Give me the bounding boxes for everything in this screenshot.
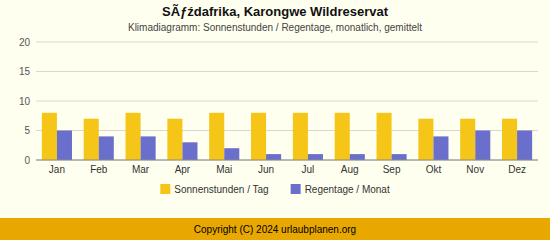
bar: [350, 154, 365, 160]
legend-swatch: [291, 184, 301, 194]
y-tick-label: 5: [24, 125, 30, 136]
chart: SÃƒźdafrika, Karongwe Wildreservat Klimad…: [0, 0, 550, 240]
bar: [335, 113, 350, 160]
grid-line: [36, 42, 538, 43]
bar: [502, 119, 517, 160]
bar: [460, 119, 475, 160]
x-tick-label: Jul: [302, 164, 315, 175]
bar: [377, 113, 392, 160]
x-tick-label: Nov: [466, 164, 484, 175]
x-tick-label: Okt: [426, 164, 442, 175]
legend-label: Regentage / Monat: [305, 184, 390, 195]
bar: [182, 142, 197, 160]
bar: [392, 154, 407, 160]
bar: [99, 136, 114, 160]
bar: [308, 154, 323, 160]
bar: [475, 131, 490, 161]
bar: [141, 136, 156, 160]
bar: [42, 113, 57, 160]
footer-text: Copyright (C) 2024 urlaubplanen.org: [194, 224, 356, 235]
x-tick-label: Feb: [90, 164, 108, 175]
x-tick-label: Aug: [341, 164, 359, 175]
x-tick-label: Mar: [132, 164, 150, 175]
bar: [84, 119, 99, 160]
background: [0, 0, 550, 240]
x-tick-label: Mai: [216, 164, 232, 175]
bar: [293, 113, 308, 160]
grid-line: [36, 101, 538, 102]
footer-bar: [0, 218, 550, 240]
bar: [167, 119, 182, 160]
title: SÃƒźdafrika, Karongwe Wildreservat: [162, 4, 389, 19]
legend-label: Sonnenstunden / Tag: [174, 184, 268, 195]
bar: [517, 131, 532, 161]
legend: Sonnenstunden / Tag Regentage / Monat: [160, 184, 390, 195]
legend-item: Regentage / Monat: [291, 184, 390, 195]
bars: [42, 113, 532, 160]
x-tick-label: Dez: [508, 164, 526, 175]
grid-line: [36, 160, 538, 161]
x-tick-label: Apr: [175, 164, 191, 175]
y-tick-label: 15: [19, 66, 31, 77]
x-tick-label: Sep: [383, 164, 401, 175]
x-tick-label: Jan: [49, 164, 65, 175]
y-tick-label: 10: [19, 96, 31, 107]
bar: [224, 148, 239, 160]
bar: [433, 136, 448, 160]
bar: [126, 113, 141, 160]
bar: [57, 131, 72, 161]
bar: [209, 113, 224, 160]
legend-item: Sonnenstunden / Tag: [160, 184, 268, 195]
legend-swatch: [160, 184, 170, 194]
subtitle: Klimadiagramm: Sonnenstunden / Regentage…: [128, 22, 422, 33]
grid-line: [36, 71, 538, 72]
y-tick-label: 0: [24, 155, 30, 166]
bar: [266, 154, 281, 160]
y-tick-label: 20: [19, 37, 31, 48]
x-tick-label: Jun: [258, 164, 274, 175]
bar: [251, 113, 266, 160]
x-axis-line: [36, 160, 538, 161]
bar: [418, 119, 433, 160]
